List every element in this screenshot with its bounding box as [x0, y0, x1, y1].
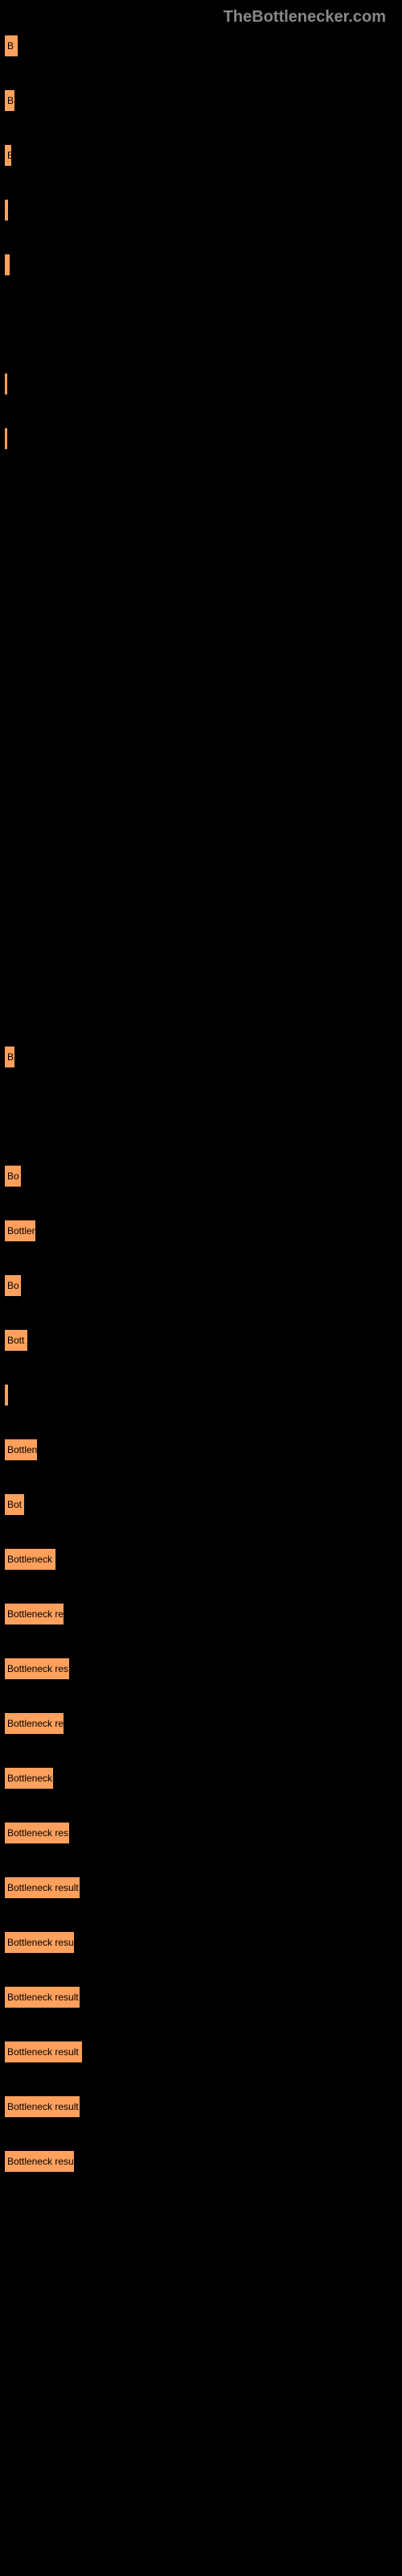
- bar-row: Bottlen: [4, 1439, 398, 1461]
- bar: B: [4, 1046, 15, 1068]
- spacer: [4, 308, 398, 373]
- bar-row: Bottleneck re: [4, 1603, 398, 1625]
- site-header: TheBottlenecker.com: [0, 0, 402, 35]
- bar: Bottleneck resu: [4, 2150, 75, 2173]
- bar: Bottleneck result: [4, 1986, 80, 2008]
- site-name: TheBottlenecker.com: [224, 8, 386, 26]
- bar: Bott: [4, 1329, 28, 1352]
- bar-row: Bottleneck result: [4, 2041, 398, 2063]
- bar-row: Bottleneck resu: [4, 2150, 398, 2173]
- bar: Bo: [4, 1274, 22, 1297]
- bar-row: Bottleneck: [4, 1767, 398, 1790]
- bar-row: [4, 373, 398, 395]
- bar: Bottleneck result: [4, 2095, 80, 2118]
- bar-row: Bottleneck re: [4, 1712, 398, 1735]
- bar-row: Bottleneck result: [4, 2095, 398, 2118]
- bar: Bottleneck: [4, 1548, 56, 1571]
- bar-row: [4, 1384, 398, 1406]
- bar-row: B: [4, 89, 398, 112]
- spacer: [4, 482, 398, 1046]
- bar-row: Bottler: [4, 1220, 398, 1242]
- bar: [4, 1384, 9, 1406]
- bar: E: [4, 144, 12, 167]
- bar-row: Bottleneck res: [4, 1657, 398, 1680]
- bar: Bo: [4, 1165, 22, 1187]
- bar-row: B: [4, 1046, 398, 1068]
- bar-row: Bottleneck result: [4, 1876, 398, 1899]
- bar-row: Bottleneck: [4, 1548, 398, 1571]
- bar-row: [4, 199, 398, 221]
- bar-row: B: [4, 35, 398, 57]
- bar-chart: B B E B Bo Bottler Bo Bott Bottlen Bot Bottleneck B…: [0, 35, 402, 2173]
- bar: Bottleneck result: [4, 1876, 80, 1899]
- bar: Bot: [4, 1493, 25, 1516]
- bar: Bottlen: [4, 1439, 38, 1461]
- bar: [4, 254, 10, 276]
- bar: [4, 427, 8, 450]
- bar: Bottleneck re: [4, 1603, 64, 1625]
- bar: Bottleneck res: [4, 1657, 70, 1680]
- bar: Bottleneck res: [4, 1822, 70, 1844]
- bar-row: [4, 254, 398, 276]
- bar: B: [4, 35, 18, 57]
- bar-row: Bottleneck res: [4, 1822, 398, 1844]
- bar: B: [4, 89, 15, 112]
- bar-row: E: [4, 144, 398, 167]
- bar: Bottleneck resu: [4, 1931, 75, 1954]
- bar-row: [4, 427, 398, 450]
- bar-row: Bottleneck resu: [4, 1931, 398, 1954]
- bar-row: Bo: [4, 1165, 398, 1187]
- bar: Bottleneck: [4, 1767, 54, 1790]
- bar-row: Bo: [4, 1274, 398, 1297]
- bar: Bottleneck re: [4, 1712, 64, 1735]
- bar-row: Bot: [4, 1493, 398, 1516]
- bar-row: Bottleneck result: [4, 1986, 398, 2008]
- spacer: [4, 1100, 398, 1165]
- bar-row: Bott: [4, 1329, 398, 1352]
- bar: Bottler: [4, 1220, 36, 1242]
- bar: [4, 199, 9, 221]
- bar: [4, 373, 8, 395]
- bar: Bottleneck result: [4, 2041, 83, 2063]
